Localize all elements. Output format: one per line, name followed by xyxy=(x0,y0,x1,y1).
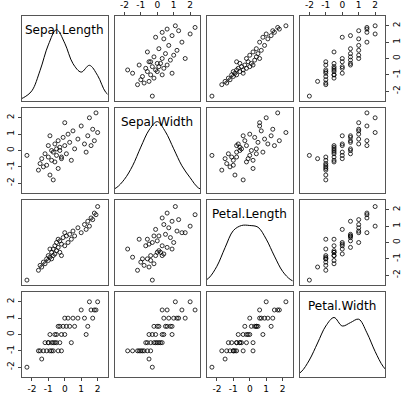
svg-text:-1: -1 xyxy=(229,384,238,394)
svg-text:-2: -2 xyxy=(212,384,221,394)
svg-text:-2: -2 xyxy=(305,0,314,10)
svg-text:0: 0 xyxy=(62,384,68,394)
svg-text:Sepal.Width: Sepal.Width xyxy=(121,115,193,129)
svg-text:-2: -2 xyxy=(6,361,16,370)
svg-text:0: 0 xyxy=(339,0,345,10)
svg-text:1: 1 xyxy=(6,314,16,320)
svg-text:2: 2 xyxy=(95,384,101,394)
svg-text:0: 0 xyxy=(392,54,401,60)
svg-text:-1: -1 xyxy=(321,0,330,10)
svg-text:-2: -2 xyxy=(120,0,129,10)
svg-text:-1: -1 xyxy=(6,161,16,170)
svg-text:-2: -2 xyxy=(27,384,36,394)
svg-text:2: 2 xyxy=(187,0,193,10)
svg-text:-1: -1 xyxy=(136,0,145,10)
svg-text:1: 1 xyxy=(392,38,401,44)
svg-text:Sepal.Length: Sepal.Length xyxy=(25,23,104,37)
svg-text:-2: -2 xyxy=(392,269,401,278)
svg-text:Petal.Length: Petal.Length xyxy=(212,207,287,221)
svg-text:0: 0 xyxy=(392,238,401,244)
svg-text:0: 0 xyxy=(154,0,160,10)
svg-text:2: 2 xyxy=(6,114,16,120)
svg-text:2: 2 xyxy=(372,0,378,10)
svg-text:Petal.Width: Petal.Width xyxy=(308,299,376,313)
svg-text:-1: -1 xyxy=(44,384,53,394)
svg-text:1: 1 xyxy=(6,130,16,136)
svg-text:2: 2 xyxy=(280,384,286,394)
svg-text:1: 1 xyxy=(356,0,362,10)
svg-text:0: 0 xyxy=(247,384,253,394)
svg-text:2: 2 xyxy=(392,206,401,212)
svg-text:0: 0 xyxy=(6,330,16,336)
svg-text:-1: -1 xyxy=(392,69,401,78)
svg-text:1: 1 xyxy=(392,222,401,228)
svg-text:1: 1 xyxy=(78,384,84,394)
svg-text:-2: -2 xyxy=(392,85,401,94)
svg-text:-1: -1 xyxy=(6,345,16,354)
svg-text:1: 1 xyxy=(263,384,269,394)
svg-text:2: 2 xyxy=(392,22,401,28)
svg-text:1: 1 xyxy=(171,0,177,10)
svg-text:0: 0 xyxy=(6,146,16,152)
svg-text:-1: -1 xyxy=(392,253,401,262)
svg-text:2: 2 xyxy=(6,298,16,304)
svg-text:-2: -2 xyxy=(6,177,16,186)
